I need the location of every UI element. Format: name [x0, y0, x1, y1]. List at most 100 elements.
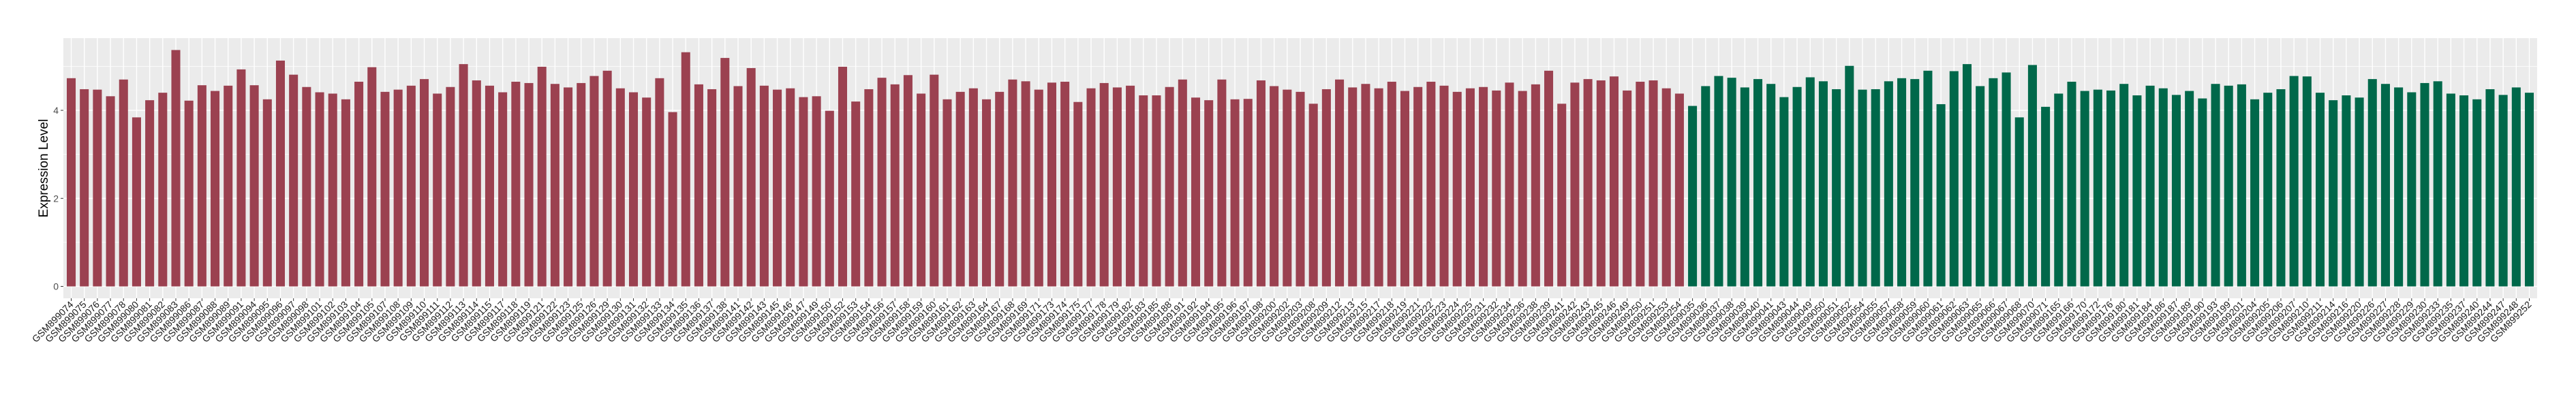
bar-GSM899143: [759, 85, 769, 287]
bar-GSM899183: [1139, 95, 1148, 287]
bar-GSM899236: [1518, 91, 1527, 287]
bar-GSM899229: [2407, 92, 2417, 287]
bar-GSM899108: [393, 89, 403, 287]
bar-GSM899088: [211, 91, 220, 287]
bar-GSM899154: [864, 89, 874, 287]
bar-GSM899181: [2132, 95, 2142, 287]
bar-GSM899096: [275, 60, 286, 287]
bar-GSM899230: [2420, 82, 2429, 287]
bar-GSM899239: [1544, 70, 1554, 287]
bar-GSM899133: [655, 78, 664, 287]
bar-GSM899136: [694, 84, 703, 287]
bar-GSM899233: [2433, 81, 2442, 287]
bar-GSM899078: [119, 79, 128, 287]
bar-GSM899172: [2093, 89, 2102, 287]
bars: [66, 50, 2534, 287]
bar-GSM899218: [1387, 81, 1396, 287]
bar-GSM899199: [2224, 85, 2233, 287]
bar-GSM899169: [1021, 81, 1030, 287]
y-tick-label: 2: [53, 193, 59, 204]
bar-GSM899059: [1910, 79, 1920, 287]
bar-GSM899252: [2524, 93, 2534, 287]
bar-GSM899101: [315, 92, 324, 287]
bar-GSM899178: [1099, 82, 1109, 287]
bar-GSM899244: [2485, 89, 2495, 287]
bar-GSM899221: [1413, 86, 1423, 287]
bar-GSM899132: [642, 97, 651, 287]
bar-GSM899134: [668, 112, 677, 287]
bar-GSM899204: [2250, 99, 2260, 287]
bar-GSM899189: [2185, 91, 2194, 287]
bar-GSM899068: [2014, 117, 2024, 287]
bar-GSM899082: [158, 93, 168, 287]
bar-GSM899062: [1949, 71, 1959, 287]
bar-GSM899248: [2511, 87, 2521, 287]
bar-GSM899061: [1936, 104, 1946, 287]
bar-GSM899055: [1871, 89, 1880, 287]
bar-GSM899130: [615, 88, 625, 287]
bar-GSM899196: [1230, 99, 1240, 287]
bar-GSM899091: [236, 69, 246, 287]
bar-GSM899174: [1060, 81, 1070, 287]
bar-GSM899067: [2002, 72, 2011, 287]
bar-GSM899185: [1152, 95, 1161, 287]
bar-GSM899251: [1649, 80, 1658, 287]
bar-GSM899071: [2041, 106, 2051, 287]
bar-GSM899089: [224, 85, 233, 287]
bar-GSM899187: [2171, 95, 2181, 287]
bar-GSM899060: [1923, 70, 1933, 287]
bar-GSM899051: [1832, 89, 1841, 287]
bar-GSM899126: [589, 76, 599, 287]
bar-GSM899213: [1348, 87, 1358, 287]
bar-GSM899164: [982, 99, 992, 287]
bar-GSM899206: [2276, 89, 2286, 287]
bar-GSM899201: [2237, 84, 2246, 287]
bar-GSM899054: [1858, 89, 1867, 287]
bar-GSM899131: [628, 92, 639, 287]
bar-GSM899147: [799, 97, 808, 287]
bar-GSM899234: [1505, 82, 1514, 287]
bar-GSM899207: [2289, 76, 2299, 287]
x-axis: GSM899074GSM899075GSM899076GSM899077GSM8…: [30, 298, 2534, 345]
bar-GSM899157: [890, 84, 900, 287]
bar-GSM899050: [1818, 81, 1828, 287]
bar-GSM899146: [786, 88, 795, 287]
bar-GSM899166: [2067, 81, 2076, 287]
bar-GSM899195: [1217, 79, 1227, 287]
bar-GSM899253: [1661, 88, 1671, 287]
bar-GSM899165: [2054, 93, 2064, 287]
bar-GSM899098: [302, 86, 311, 287]
bar-GSM899249: [1623, 90, 1632, 287]
bar-GSM899102: [328, 93, 337, 287]
bar-GSM899086: [184, 100, 194, 287]
bar-GSM899225: [1465, 88, 1475, 287]
bar-GSM899104: [354, 81, 364, 287]
bar-GSM899242: [1570, 82, 1580, 287]
bar-GSM899231: [1479, 86, 1488, 287]
bar-GSM899208: [1308, 104, 1318, 287]
bar-GSM899094: [249, 85, 259, 287]
bar-GSM899095: [262, 99, 272, 287]
bar-GSM899152: [838, 67, 848, 287]
bar-GSM899197: [1243, 99, 1253, 287]
bar-GSM899211: [2315, 93, 2325, 287]
bar-GSM899115: [485, 85, 494, 287]
bar-GSM899243: [1583, 79, 1593, 287]
bar-GSM899254: [1674, 93, 1684, 287]
bar-GSM899214: [2329, 100, 2338, 287]
bar-GSM899241: [1557, 104, 1567, 287]
bar-GSM899217: [1374, 88, 1383, 287]
bar-GSM899066: [1989, 78, 1998, 287]
bar-GSM899175: [1073, 101, 1083, 287]
bar-GSM899177: [1086, 88, 1096, 287]
bar-GSM899203: [1295, 91, 1305, 287]
bar-GSM899097: [289, 74, 298, 287]
bar-GSM899191: [1178, 79, 1187, 287]
bar-GSM899070: [2027, 65, 2037, 287]
bar-GSM899238: [1531, 84, 1540, 287]
bar-GSM899049: [1805, 77, 1815, 287]
y-axis: 0 2 4: [53, 105, 63, 292]
bar-GSM899074: [66, 78, 76, 287]
bar-GSM899118: [511, 81, 521, 287]
